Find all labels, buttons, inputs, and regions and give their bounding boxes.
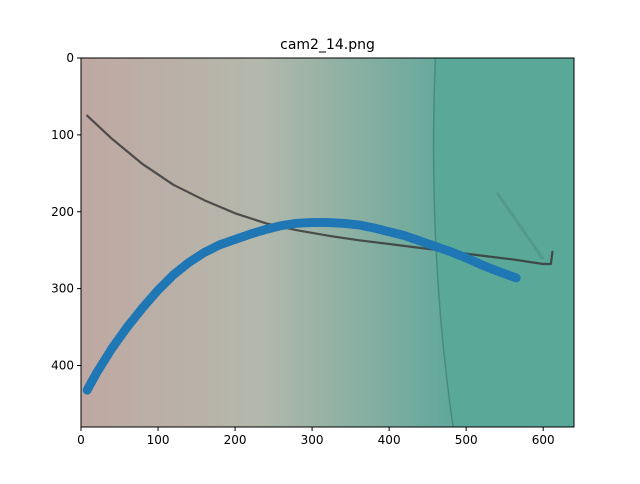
- y-axis: 0 100 200 300 400: [51, 51, 81, 373]
- x-tick-label: 100: [147, 433, 170, 447]
- photo-layer: [81, 58, 574, 427]
- data-point: [511, 273, 521, 283]
- photo-wire: [86, 114, 554, 266]
- x-tick-label: 400: [378, 433, 401, 447]
- y-tick-label: 0: [66, 51, 74, 65]
- plot-frame: [80, 57, 575, 428]
- x-axis: 0 100 200 300 400 500 600: [77, 427, 555, 447]
- y-tick-label: 100: [51, 128, 74, 142]
- y-tick-label: 300: [51, 282, 74, 296]
- y-tick-label: 400: [51, 359, 74, 373]
- x-tick-label: 200: [224, 433, 247, 447]
- x-tick-label: 500: [455, 433, 478, 447]
- photo-panel: [433, 58, 574, 427]
- x-tick-label: 600: [532, 433, 555, 447]
- y-tick-label: 200: [51, 205, 74, 219]
- x-tick-label: 300: [301, 433, 324, 447]
- x-tick-label: 0: [77, 433, 85, 447]
- plot-area: [80, 57, 575, 428]
- photo-wire-shadow: [495, 191, 545, 261]
- chart-title: cam2_14.png: [280, 37, 375, 53]
- series-0: [82, 218, 521, 395]
